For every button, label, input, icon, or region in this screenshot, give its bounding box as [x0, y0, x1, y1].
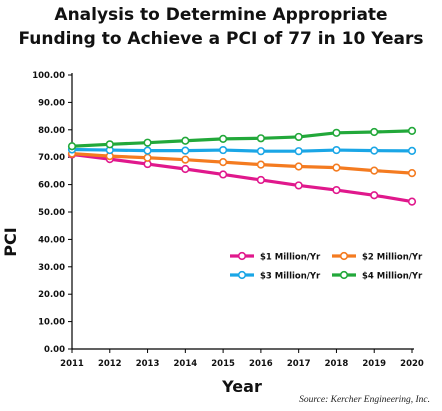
y-tick-label: 20.00: [38, 290, 65, 300]
x-tick-label: 2011: [60, 359, 84, 369]
chart-title-line-2: Funding to Achieve a PCI of 77 in 10 Yea…: [18, 29, 424, 49]
data-point: [105, 140, 114, 149]
data-point: [219, 134, 228, 143]
data-point: [294, 162, 303, 171]
data-point: [143, 146, 152, 155]
data-point: [407, 146, 417, 155]
data-point: [407, 197, 417, 206]
y-tick-label: 50.00: [38, 208, 65, 218]
data-point: [256, 147, 265, 156]
data-point: [143, 138, 152, 147]
x-tick-label: 2015: [211, 359, 235, 369]
data-point: [181, 136, 190, 145]
legend-swatch-marker: [237, 270, 247, 280]
x-axis-label: Year: [221, 377, 262, 396]
y-tick-label: 70.00: [38, 153, 65, 163]
legend-label: $3 Million/Yr: [260, 272, 321, 282]
y-tick-label: 90.00: [38, 98, 65, 108]
legend-swatch-marker: [339, 270, 349, 280]
legend-label: $4 Million/Yr: [362, 272, 423, 282]
data-point: [370, 127, 379, 137]
y-tick-label: 60.00: [38, 181, 65, 191]
data-point: [370, 191, 379, 200]
y-axis-label: PCI: [1, 227, 20, 256]
y-tick-label: 80.00: [38, 126, 65, 136]
data-point: [256, 175, 265, 185]
data-point: [294, 147, 303, 156]
data-point: [294, 132, 303, 142]
chart-title-line-1: Analysis to Determine Appropriate: [54, 5, 388, 25]
y-tick-label: 40.00: [38, 235, 65, 245]
data-point: [181, 146, 190, 155]
data-point: [67, 142, 77, 151]
y-tick-label: 100.00: [32, 71, 65, 81]
x-tick-label: 2019: [362, 359, 386, 369]
x-tick-label: 2017: [287, 359, 311, 369]
data-point: [256, 134, 265, 143]
data-point: [219, 145, 228, 155]
legend-swatch-marker: [237, 251, 247, 261]
legend-swatch-marker: [339, 251, 349, 261]
series-line: [71, 129, 413, 148]
data-point: [332, 163, 341, 172]
data-point: [370, 146, 379, 155]
data-point: [370, 166, 379, 175]
data-point: [332, 145, 341, 155]
x-tick-label: 2012: [98, 359, 122, 369]
x-tick-label: 2014: [173, 359, 197, 369]
series-line: [71, 152, 413, 204]
series-line: [71, 147, 413, 153]
series-line: [71, 152, 413, 175]
legend-label: $2 Million/Yr: [362, 253, 423, 263]
source-note: Source: Kercher Engineering, Inc.: [299, 395, 430, 405]
data-point: [143, 153, 152, 162]
x-tick-label: 2020: [400, 359, 424, 369]
data-point: [181, 155, 190, 164]
data-point: [219, 158, 228, 167]
x-tick-label: 2013: [136, 359, 160, 369]
data-point: [181, 164, 190, 174]
data-point: [332, 185, 341, 195]
data-point: [294, 181, 303, 190]
y-tick-label: 0.00: [44, 345, 65, 355]
x-tick-label: 2016: [249, 359, 273, 369]
data-point: [256, 160, 265, 169]
y-tick-label: 10.00: [38, 318, 65, 328]
data-point: [332, 128, 341, 137]
legend-label: $1 Million/Yr: [260, 253, 321, 263]
y-tick-label: 30.00: [38, 263, 65, 273]
data-point: [407, 168, 417, 178]
x-tick-label: 2018: [325, 359, 349, 369]
data-point: [219, 170, 228, 179]
data-point: [407, 126, 417, 135]
